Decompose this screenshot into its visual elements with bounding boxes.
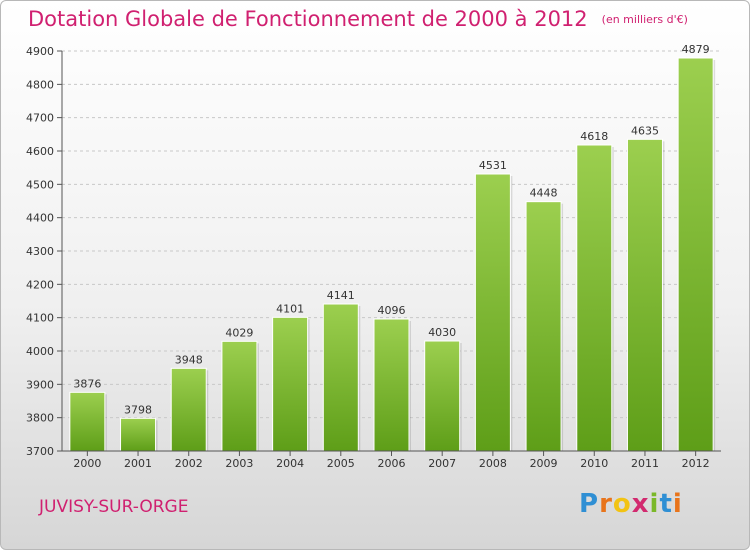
- bars: 3876 3798 3948 4029 4101 4141 4096 4030 4531 4448…: [69, 43, 716, 452]
- chart-title-text: Dotation Globale de Fonctionnement de 20…: [28, 7, 588, 31]
- y-tick-label: 4600: [26, 145, 54, 158]
- logo-letter: i: [649, 489, 660, 519]
- x-tick-label: 2010: [580, 457, 608, 470]
- logo-letter: i: [672, 489, 683, 519]
- chart-title: Dotation Globale de Fonctionnement de 20…: [28, 7, 688, 31]
- y-tick-label: 3900: [26, 378, 54, 391]
- data-label-2012: 4879: [682, 43, 710, 56]
- bar-2000: [69, 391, 106, 452]
- x-tick-label: 2004: [276, 457, 304, 470]
- y-tick-label: 4700: [26, 112, 54, 125]
- y-axis: 3700 3800 3900 4000 4100 4200 4300 4400 4500 4600…: [26, 45, 63, 458]
- data-label-2011: 4635: [631, 124, 659, 137]
- data-label-2000: 3876: [73, 377, 101, 390]
- logo-letter: t: [659, 489, 673, 519]
- x-tick-label: 2009: [530, 457, 558, 470]
- bar-2007: [424, 340, 461, 452]
- data-label-2007: 4030: [428, 326, 456, 339]
- data-label-2005: 4141: [327, 289, 355, 302]
- x-tick-label: 2007: [428, 457, 456, 470]
- bar-2012: [677, 57, 714, 452]
- x-tick-label: 2008: [479, 457, 507, 470]
- logo-letter: P: [579, 489, 600, 519]
- y-tick-label: 4400: [26, 212, 54, 225]
- proxiti-logo: Proxiti: [579, 489, 683, 519]
- y-tick-label: 3800: [26, 412, 54, 425]
- bar-2008: [474, 173, 511, 452]
- x-tick-label: 2011: [631, 457, 659, 470]
- bar-2006: [373, 318, 410, 452]
- x-axis: 2000 2001 2002 2003 2004 2005 2006 2007 2008 2009…: [62, 450, 721, 470]
- data-label-2004: 4101: [276, 302, 304, 315]
- y-tick-label: 4800: [26, 78, 54, 91]
- logo-letter: x: [631, 489, 650, 519]
- y-tick-label: 4900: [26, 45, 54, 58]
- y-tick-label: 4000: [26, 345, 54, 358]
- city-name: JUVISY-SUR-ORGE: [39, 497, 189, 517]
- logo-letter: o: [612, 489, 632, 519]
- x-tick-label: 2001: [124, 457, 152, 470]
- logo-letter: r: [599, 489, 613, 519]
- data-label-2006: 4096: [378, 304, 406, 317]
- x-tick-label: 2005: [327, 457, 355, 470]
- data-label-2001: 3798: [124, 403, 152, 416]
- x-tick-label: 2002: [175, 457, 203, 470]
- y-tick-label: 4300: [26, 245, 54, 258]
- bar-2003: [221, 340, 258, 452]
- y-tick-label: 4500: [26, 178, 54, 191]
- bar-2004: [272, 316, 309, 452]
- x-tick-label: 2012: [682, 457, 710, 470]
- y-tick-label: 4200: [26, 278, 54, 291]
- bar-2010: [576, 144, 613, 452]
- bar-2005: [322, 303, 359, 452]
- bar-2001: [120, 417, 157, 452]
- x-tick-label: 2006: [378, 457, 406, 470]
- bar-2009: [525, 201, 562, 452]
- chart-unit: (en milliers d'€): [601, 13, 688, 26]
- data-label-2009: 4448: [530, 187, 558, 200]
- y-tick-label: 3700: [26, 445, 54, 458]
- x-tick-label: 2003: [225, 457, 253, 470]
- data-label-2002: 3948: [175, 353, 203, 366]
- bar-2002: [170, 367, 207, 452]
- bar-2011: [626, 138, 663, 452]
- data-label-2008: 4531: [479, 159, 507, 172]
- x-tick-label: 2000: [73, 457, 101, 470]
- data-label-2010: 4618: [580, 130, 608, 143]
- y-tick-label: 4100: [26, 312, 54, 325]
- data-label-2003: 4029: [225, 326, 253, 339]
